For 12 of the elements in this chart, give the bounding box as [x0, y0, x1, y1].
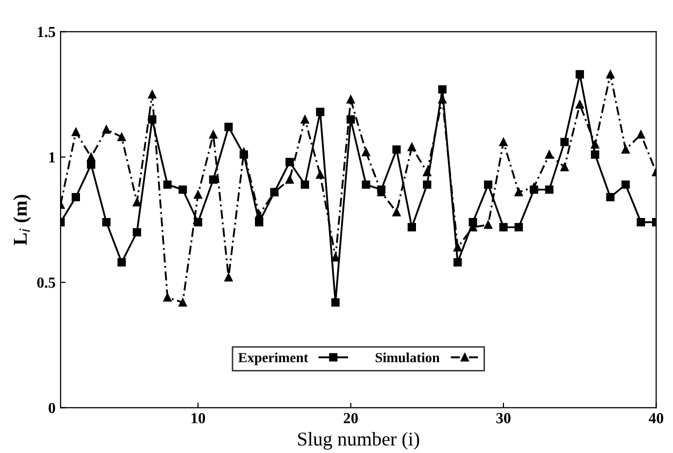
x-tick-label: 30 [496, 413, 511, 424]
y-tick-label: 1.5 [38, 26, 56, 38]
x-tick-label: 10 [192, 413, 206, 424]
x-axis-title: Slug number (i) [298, 432, 420, 450]
y-tick-label: 1 [49, 152, 55, 162]
y-tick-label: 0 [48, 402, 56, 414]
y-axis-title: L$_{i}$ (m) [13, 194, 31, 246]
legend-label: Simulation [376, 352, 440, 362]
y-tick-label: 0.5 [37, 278, 56, 288]
x-tick-label: 20 [344, 413, 358, 424]
legend-label: Experiment [238, 352, 308, 366]
x-tick-label: 40 [648, 413, 664, 424]
